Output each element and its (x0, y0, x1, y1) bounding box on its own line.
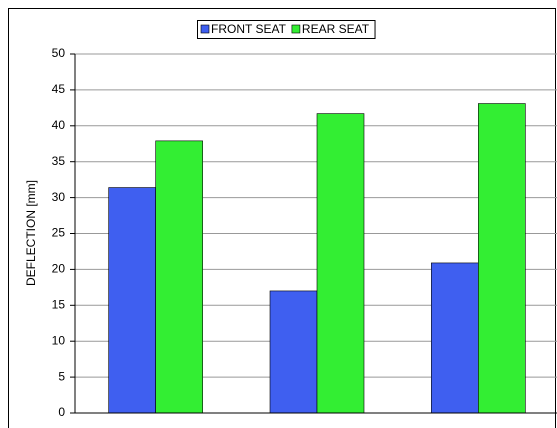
bar (431, 262, 479, 414)
y-tick-label: 50 (52, 46, 66, 60)
chart-border (8, 8, 556, 428)
bar (108, 187, 156, 414)
y-tick-label: 45 (52, 82, 66, 96)
legend-label: FRONT SEAT (211, 22, 287, 36)
y-tick-label: 25 (52, 226, 66, 240)
y-tick-label: 35 (52, 154, 66, 168)
bar (269, 290, 318, 414)
y-tick-label: 40 (52, 118, 66, 132)
y-tick-label: 10 (52, 333, 66, 347)
legend-label: REAR SEAT (302, 22, 370, 36)
y-axis-label: DEFLECTION [mm] (24, 180, 38, 286)
y-tick-label: 15 (52, 297, 66, 311)
legend (197, 20, 376, 39)
y-tick-label: 30 (52, 190, 66, 204)
legend-swatch (291, 24, 301, 34)
legend-swatch (200, 24, 210, 34)
bar (478, 103, 526, 414)
bar (155, 140, 203, 414)
y-tick-label: 5 (58, 369, 65, 383)
y-tick-label: 0 (58, 405, 65, 419)
y-tick-label: 20 (52, 262, 66, 276)
bar (316, 113, 365, 414)
